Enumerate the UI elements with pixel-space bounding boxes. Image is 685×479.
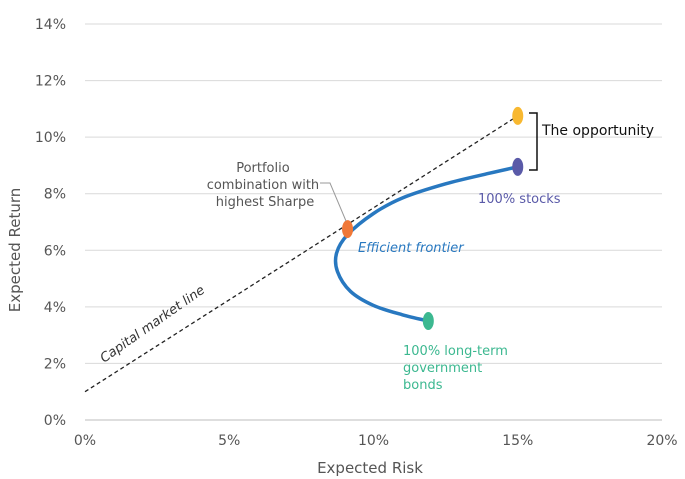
y-tick-label: 2%	[44, 356, 66, 372]
bonds-label-line-2: government	[403, 361, 482, 376]
efficient-frontier-line	[333, 165, 520, 323]
gridlines	[85, 23, 662, 364]
y-tick-label: 0%	[44, 413, 66, 429]
sharpe-callout-line-1: Portfolio	[236, 161, 290, 176]
y-tick-label: 10%	[35, 130, 66, 146]
bonds-label-line-1: 100% long-term	[403, 344, 508, 359]
x-axis-ticks: 0% 5% 10% 15% 20%	[74, 433, 678, 449]
markers	[342, 106, 524, 330]
sharpe-callout: Portfolio combination with highest Sharp…	[207, 161, 324, 210]
x-tick-label: 0%	[74, 433, 96, 449]
y-axis-title: Expected Return	[6, 188, 24, 313]
x-tick-label: 20%	[646, 433, 677, 449]
x-tick-label: 10%	[358, 433, 389, 449]
y-tick-label: 6%	[44, 243, 66, 259]
bonds-label-line-3: bonds	[403, 378, 443, 393]
bonds-label: 100% long-term government bonds	[403, 344, 512, 393]
opportunity-bracket	[529, 112, 538, 171]
opportunity-marker	[512, 106, 524, 125]
capital-market-line	[84, 115, 519, 393]
x-axis-title: Expected Risk	[317, 459, 423, 477]
stocks-marker	[512, 157, 524, 176]
y-tick-label: 14%	[35, 17, 66, 33]
sharpe-callout-line-3: highest Sharpe	[216, 195, 314, 210]
efficient-frontier-label: Efficient frontier	[358, 241, 465, 256]
y-tick-label: 4%	[44, 300, 66, 316]
stocks-label: 100% stocks	[478, 192, 561, 207]
x-tick-label: 15%	[502, 433, 533, 449]
opportunity-label: The opportunity	[541, 123, 654, 139]
x-tick-label: 5%	[218, 433, 240, 449]
y-axis-ticks: 0% 2% 4% 6% 8% 10% 12% 14%	[35, 17, 66, 429]
bonds-marker	[422, 312, 434, 330]
capital-market-line-label: Capital market line	[98, 283, 208, 366]
y-tick-label: 12%	[35, 74, 66, 90]
y-tick-label: 8%	[44, 187, 66, 203]
tangency-marker	[342, 220, 354, 239]
sharpe-callout-leader	[320, 182, 347, 222]
sharpe-callout-line-2: combination with	[207, 178, 319, 193]
